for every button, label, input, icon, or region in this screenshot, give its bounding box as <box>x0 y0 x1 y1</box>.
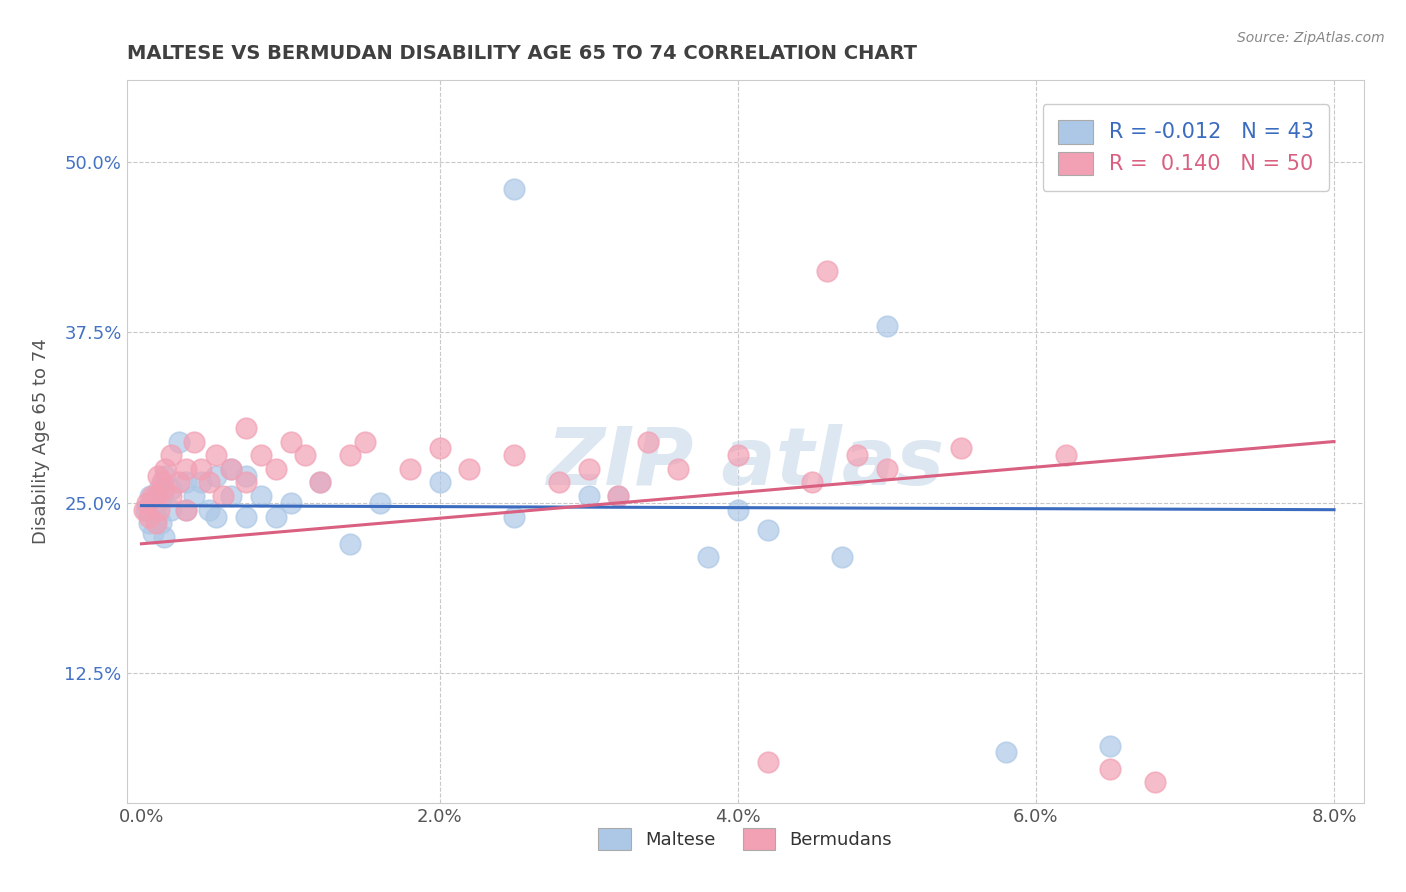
Point <box>1099 739 1122 753</box>
Point <box>183 489 205 503</box>
Point <box>458 462 481 476</box>
Point <box>503 448 526 462</box>
Point <box>155 462 177 476</box>
Point <box>212 489 235 503</box>
Point <box>197 502 219 516</box>
Point <box>368 496 391 510</box>
Point <box>831 550 853 565</box>
Point <box>219 462 242 476</box>
Point <box>174 462 197 476</box>
Point <box>249 489 271 503</box>
Point <box>876 318 898 333</box>
Point <box>846 448 869 462</box>
Point <box>235 509 257 524</box>
Point <box>235 475 257 490</box>
Point <box>155 468 177 483</box>
Point <box>153 482 176 496</box>
Text: MALTESE VS BERMUDAN DISABILITY AGE 65 TO 74 CORRELATION CHART: MALTESE VS BERMUDAN DISABILITY AGE 65 TO… <box>127 45 917 63</box>
Point <box>339 448 361 462</box>
Point <box>205 509 228 524</box>
Point <box>146 468 169 483</box>
Point <box>197 475 219 490</box>
Point <box>149 516 172 531</box>
Point <box>354 434 377 449</box>
Point <box>309 475 332 490</box>
Point <box>136 496 159 510</box>
Point <box>150 489 173 503</box>
Point <box>160 489 183 503</box>
Text: ZIP atlas: ZIP atlas <box>546 425 945 502</box>
Point <box>815 264 838 278</box>
Point <box>150 475 173 490</box>
Point <box>607 489 630 503</box>
Point <box>398 462 420 476</box>
Point <box>1099 762 1122 776</box>
Point <box>339 537 361 551</box>
Point <box>205 448 228 462</box>
Point <box>264 509 287 524</box>
Point <box>294 448 316 462</box>
Point <box>429 475 451 490</box>
Point <box>160 502 183 516</box>
Point <box>160 448 183 462</box>
Point <box>666 462 689 476</box>
Point <box>696 550 718 565</box>
Point <box>145 499 167 513</box>
Point <box>145 512 167 526</box>
Point <box>167 475 190 490</box>
Point <box>578 489 600 503</box>
Point <box>148 482 170 496</box>
Point <box>135 502 157 516</box>
Point <box>138 516 160 531</box>
Point <box>578 462 600 476</box>
Point <box>134 502 156 516</box>
Legend: Maltese, Bermudans: Maltese, Bermudans <box>589 819 901 859</box>
Point <box>219 462 242 476</box>
Point <box>637 434 659 449</box>
Point <box>756 523 779 537</box>
Point <box>205 468 228 483</box>
Point <box>190 475 212 490</box>
Point <box>190 462 212 476</box>
Point <box>756 755 779 769</box>
Point <box>264 462 287 476</box>
Point <box>995 745 1018 759</box>
Point <box>1054 448 1077 462</box>
Point <box>145 516 167 531</box>
Point <box>174 475 197 490</box>
Point <box>1144 775 1167 789</box>
Point <box>174 502 197 516</box>
Point <box>235 421 257 435</box>
Point <box>174 502 197 516</box>
Point <box>141 489 163 503</box>
Point <box>607 489 630 503</box>
Point <box>142 525 165 540</box>
Point <box>249 448 271 462</box>
Point <box>950 442 973 456</box>
Point <box>280 496 302 510</box>
Point <box>145 489 167 503</box>
Point <box>429 442 451 456</box>
Point <box>727 502 749 516</box>
Point <box>219 489 242 503</box>
Point <box>503 509 526 524</box>
Point <box>138 509 160 524</box>
Point <box>801 475 824 490</box>
Point <box>160 482 183 496</box>
Point <box>309 475 332 490</box>
Point <box>547 475 569 490</box>
Point <box>139 489 162 503</box>
Point <box>167 434 190 449</box>
Point <box>280 434 302 449</box>
Point <box>235 468 257 483</box>
Y-axis label: Disability Age 65 to 74: Disability Age 65 to 74 <box>32 339 51 544</box>
Point <box>153 530 176 544</box>
Point <box>503 182 526 196</box>
Text: Source: ZipAtlas.com: Source: ZipAtlas.com <box>1237 31 1385 45</box>
Point <box>148 502 170 516</box>
Point <box>183 434 205 449</box>
Point <box>727 448 749 462</box>
Point <box>876 462 898 476</box>
